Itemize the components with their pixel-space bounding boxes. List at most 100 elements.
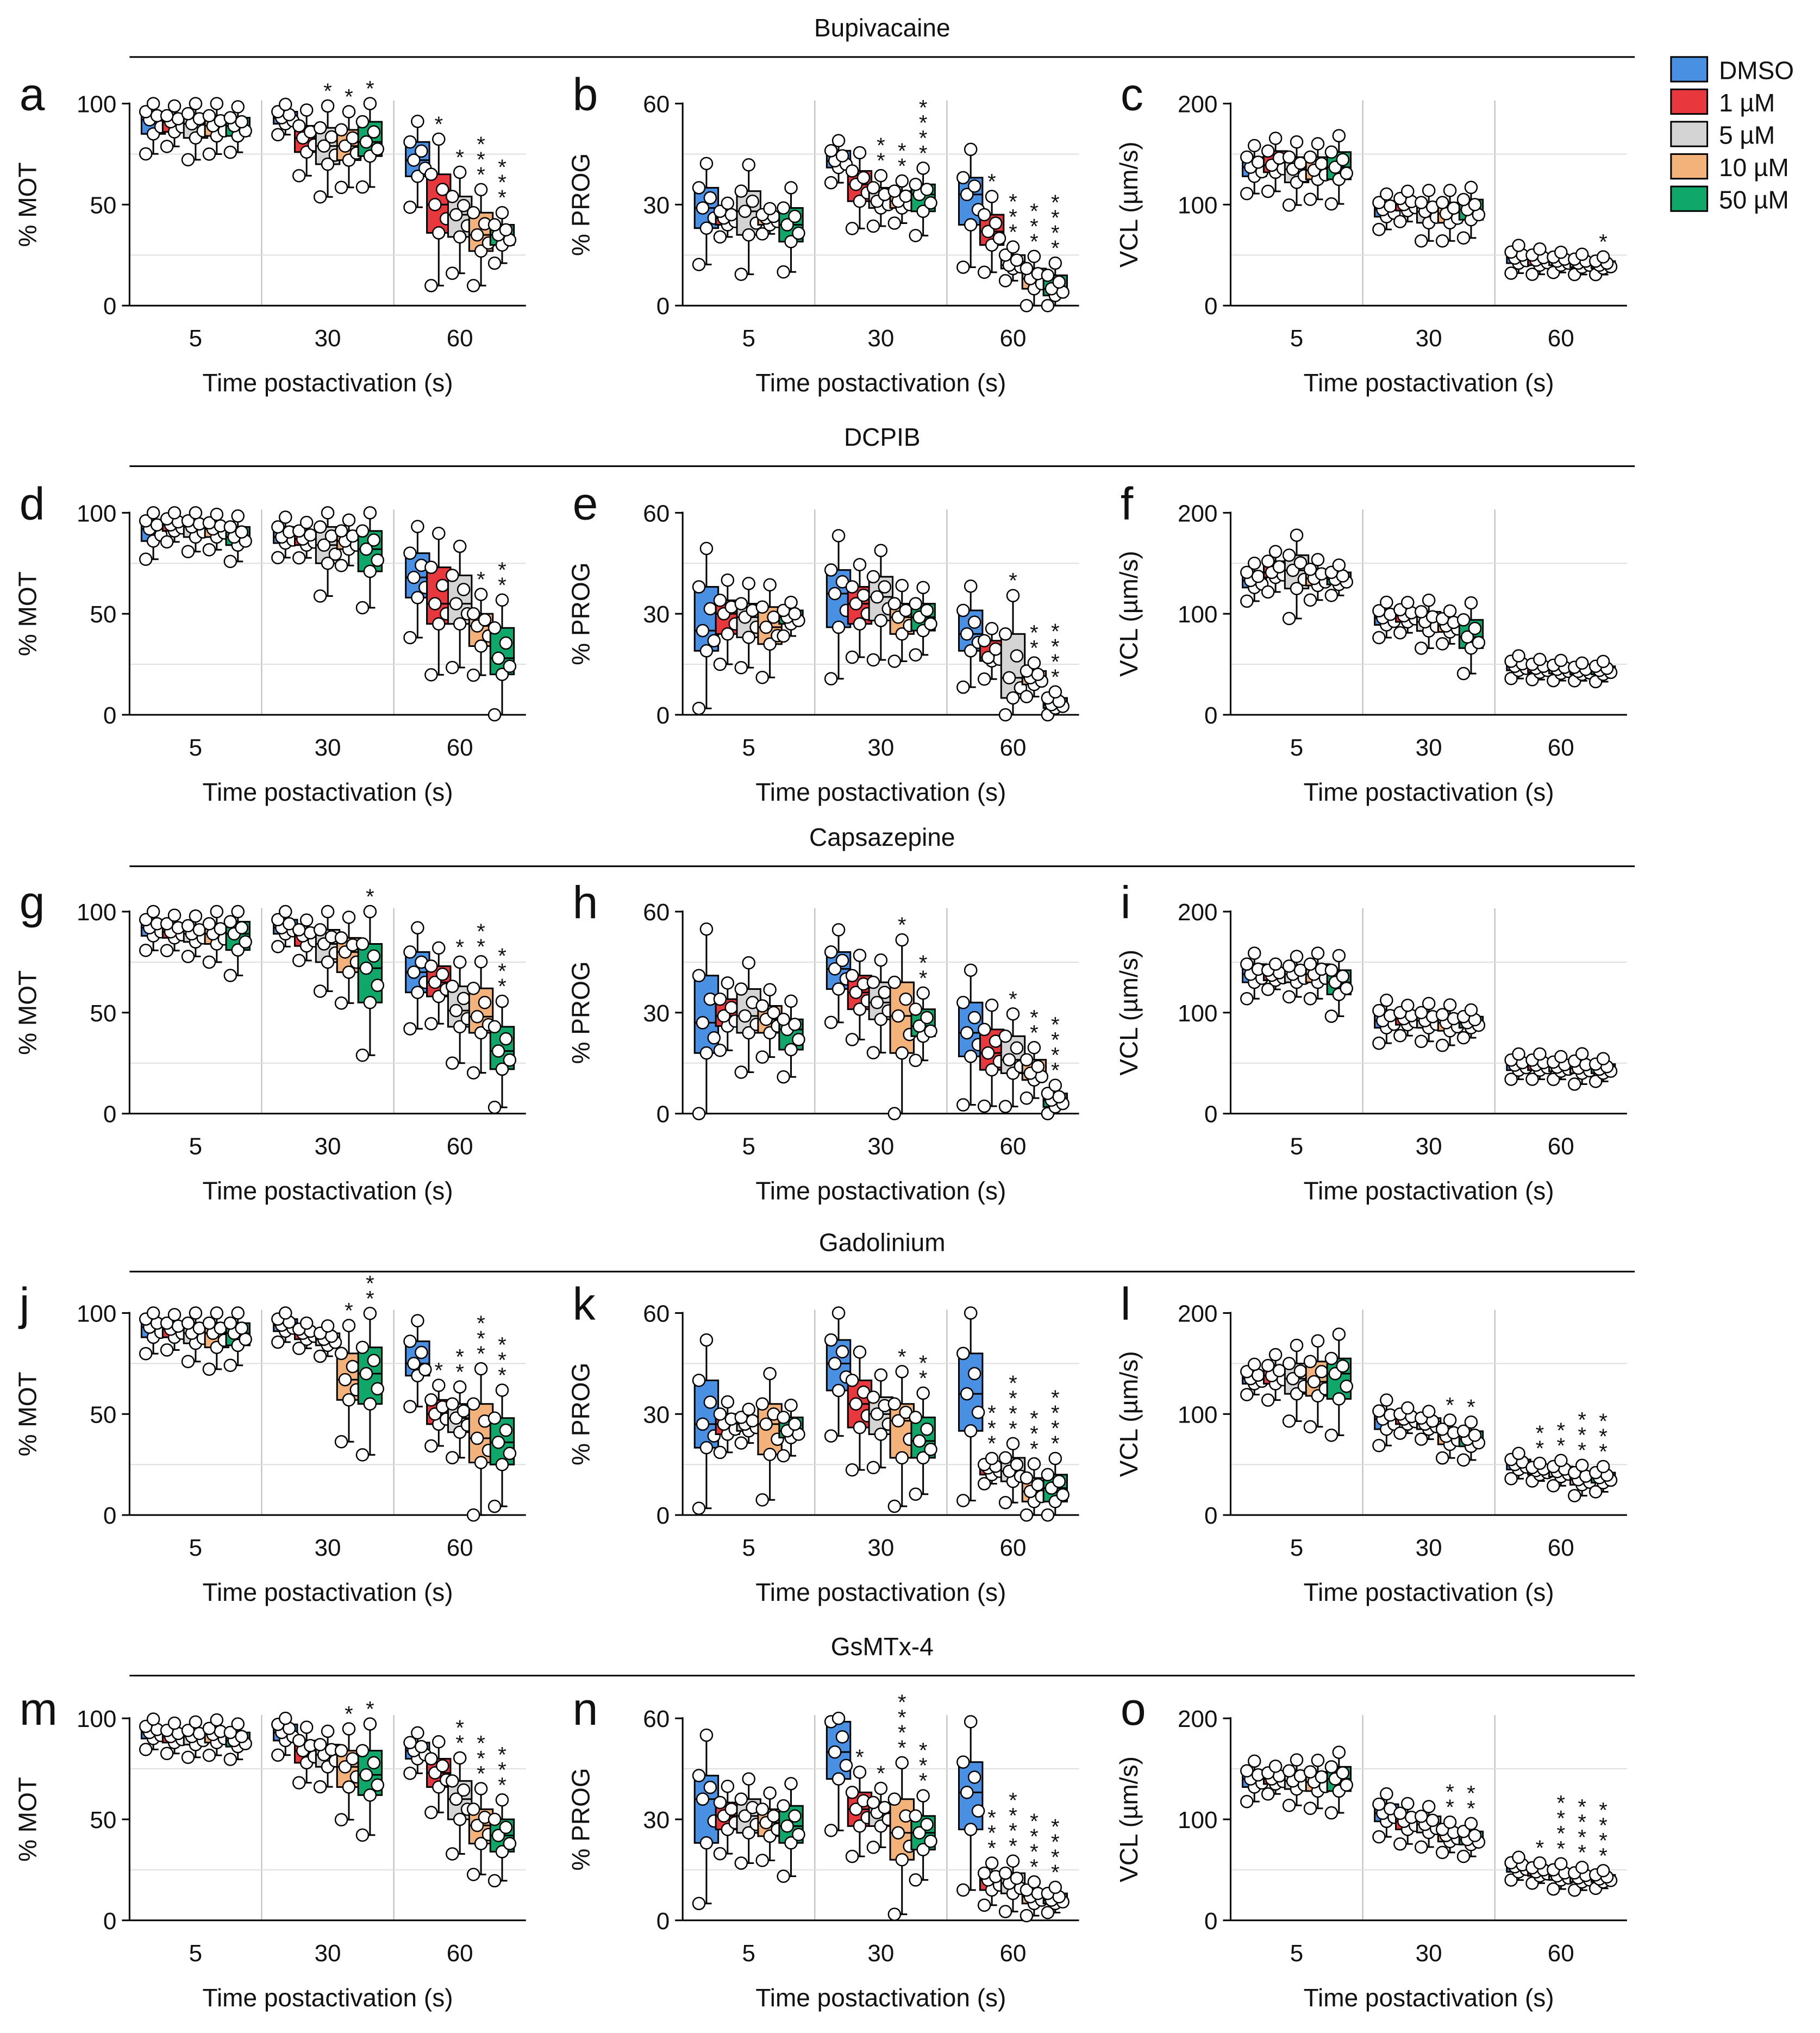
data-point — [699, 221, 714, 235]
data-point — [866, 653, 880, 667]
x-tick-label: 60 — [1548, 1133, 1574, 1160]
data-point — [1048, 256, 1062, 270]
data-point — [466, 1803, 480, 1816]
data-point — [167, 908, 182, 922]
significance-star: * — [1536, 1421, 1544, 1445]
data-point — [1048, 1451, 1062, 1465]
legend-swatch-2 — [1670, 121, 1709, 147]
significance-star: * — [1051, 1845, 1060, 1869]
data-point — [1456, 1453, 1471, 1467]
panel-i: i 0 100 200 VCL (µm/s) 5 30 60 Time postactivati… — [1115, 877, 1627, 1205]
data-point — [912, 1434, 926, 1448]
data-point — [1048, 1880, 1062, 1894]
data-point — [453, 617, 467, 631]
data-point — [1525, 267, 1539, 281]
data-point — [1240, 957, 1254, 971]
data-point — [1240, 1794, 1254, 1809]
data-point — [299, 913, 314, 927]
data-point — [338, 1760, 352, 1774]
data-point — [853, 1420, 867, 1435]
data-point — [449, 1003, 463, 1018]
data-point — [845, 222, 859, 235]
panel-letter: o — [1121, 1683, 1146, 1735]
data-point — [1435, 637, 1449, 651]
data-point — [355, 1828, 370, 1842]
data-point — [1020, 664, 1034, 678]
data-point — [895, 1365, 909, 1379]
legend-swatch-1 — [1670, 88, 1709, 115]
data-point — [160, 1747, 174, 1761]
data-point — [887, 1907, 902, 1921]
x-tick-label: 30 — [1416, 1940, 1442, 1967]
data-point — [746, 194, 759, 208]
section-title: GsMTx-4 — [831, 1632, 934, 1661]
data-point — [202, 109, 216, 123]
data-point — [824, 1824, 838, 1837]
data-point — [960, 1026, 974, 1040]
data-point — [210, 97, 224, 110]
data-point — [367, 125, 381, 139]
data-point — [1372, 631, 1386, 645]
data-point — [874, 1012, 888, 1026]
data-point — [1311, 1754, 1325, 1767]
data-point — [777, 265, 790, 279]
data-point — [824, 1015, 838, 1030]
legend-label: 50 µM — [1719, 186, 1789, 214]
data-point — [738, 1009, 752, 1023]
data-point — [223, 520, 237, 534]
data-point — [1031, 668, 1045, 681]
data-point — [866, 1795, 880, 1810]
data-point — [755, 670, 769, 684]
data-point — [784, 994, 798, 1008]
legend-label: DMSO — [1719, 56, 1794, 84]
data-point — [235, 525, 248, 539]
data-point — [1020, 690, 1034, 703]
data-point — [474, 1362, 488, 1376]
x-tick-label: 60 — [1000, 734, 1027, 761]
data-point — [1554, 245, 1568, 259]
data-point — [960, 1786, 974, 1799]
data-point — [1303, 991, 1317, 1006]
data-point — [707, 1031, 721, 1045]
significance-star: * — [498, 944, 506, 968]
data-point — [363, 905, 377, 919]
data-point — [1468, 198, 1482, 211]
significance-star: * — [1030, 215, 1039, 239]
data-point — [1415, 1810, 1428, 1823]
data-point — [960, 627, 974, 641]
y-tick-label: 50 — [90, 601, 116, 628]
data-point — [742, 956, 755, 970]
data-point — [495, 1062, 509, 1076]
data-point — [1415, 196, 1428, 209]
data-point — [721, 196, 735, 210]
x-axis-label: Time postactivation (s) — [1304, 1177, 1554, 1205]
y-tick-label: 0 — [656, 1502, 670, 1529]
data-point — [367, 949, 381, 963]
data-point — [202, 543, 216, 557]
legend-swatch-0 — [1670, 56, 1709, 83]
data-point — [1460, 630, 1474, 644]
data-point — [367, 1756, 381, 1770]
significance-star: * — [919, 1367, 928, 1390]
data-point — [1336, 1359, 1350, 1373]
data-point — [1400, 1797, 1415, 1811]
data-point — [1020, 1053, 1034, 1067]
data-point — [874, 169, 888, 183]
data-point — [1336, 969, 1350, 983]
x-tick-label: 5 — [742, 325, 755, 352]
data-point — [696, 623, 710, 638]
section-title: DCPIB — [844, 423, 921, 451]
data-point — [453, 1812, 467, 1826]
data-point — [713, 230, 727, 244]
data-point — [235, 115, 248, 129]
data-point — [1020, 1909, 1034, 1923]
significance-star: * — [1578, 1439, 1586, 1463]
data-point — [503, 1446, 517, 1461]
data-point — [346, 1752, 360, 1766]
data-point — [1006, 240, 1020, 254]
data-point — [734, 1436, 748, 1450]
data-point — [971, 1804, 985, 1818]
data-point — [1290, 135, 1304, 149]
data-point — [849, 597, 863, 610]
